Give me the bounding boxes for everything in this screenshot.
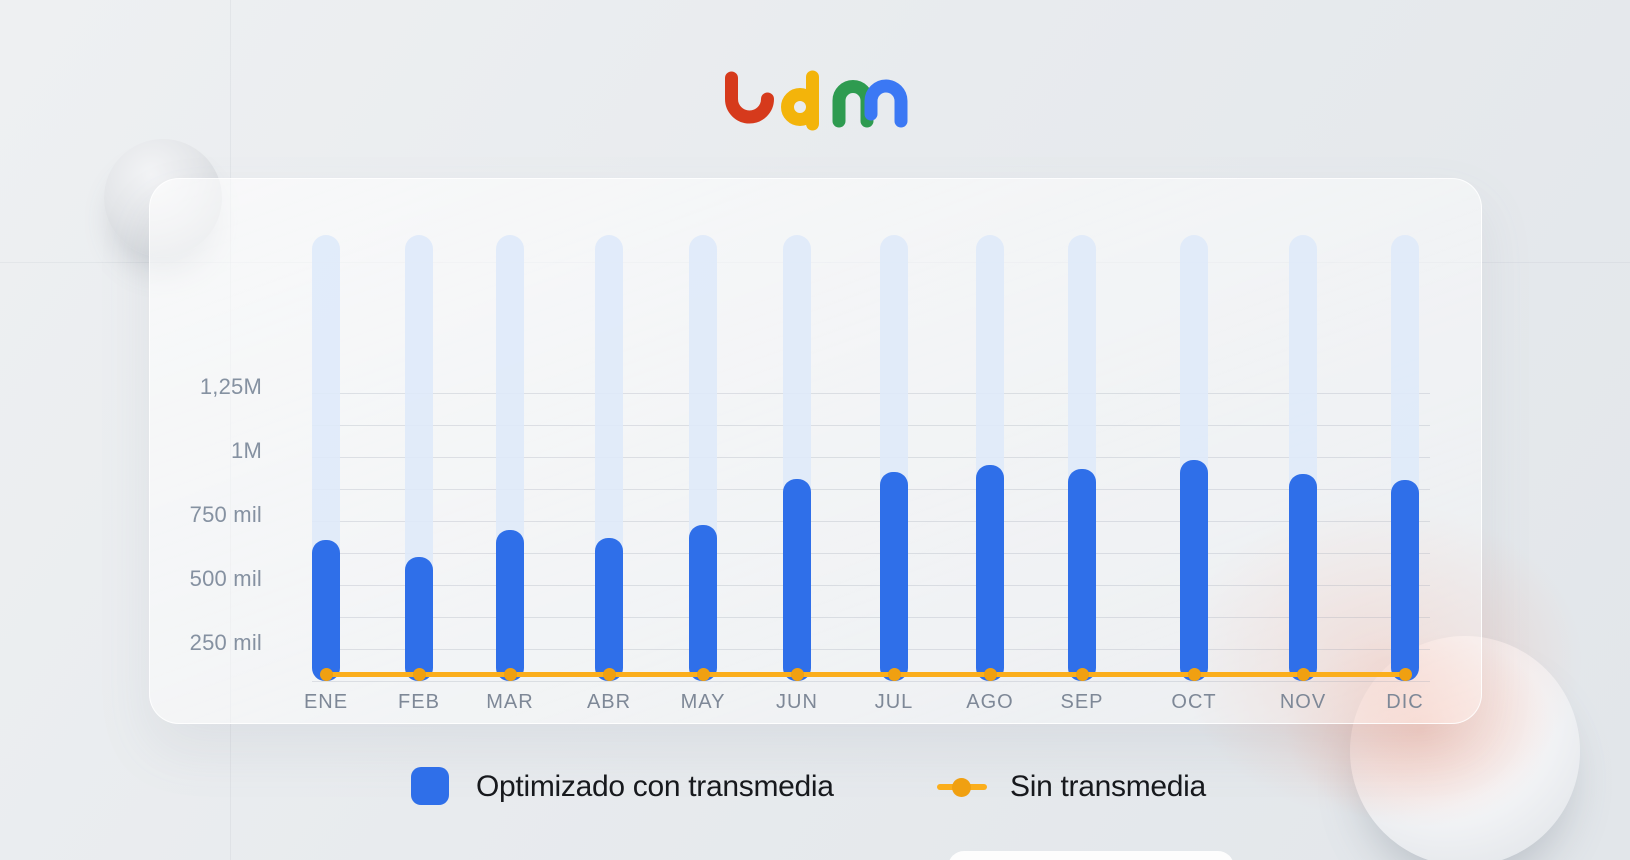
logo-letter-m-left [832,80,874,128]
legend-line-dot-icon [952,778,971,797]
legend-bar-label: Optimizado con transmedia [476,770,834,803]
legend-bar-swatch [411,767,449,805]
logo-letter-m-right [864,79,908,128]
decor-bottom-pill [948,851,1234,860]
legend-line-marker [937,767,987,805]
legend-line-segment-icon [937,784,987,790]
logo-letter-l [725,71,774,124]
chart-card [149,178,1482,724]
legend-line-label: Sin transmedia [1010,770,1206,803]
ldm-logo [725,70,908,131]
